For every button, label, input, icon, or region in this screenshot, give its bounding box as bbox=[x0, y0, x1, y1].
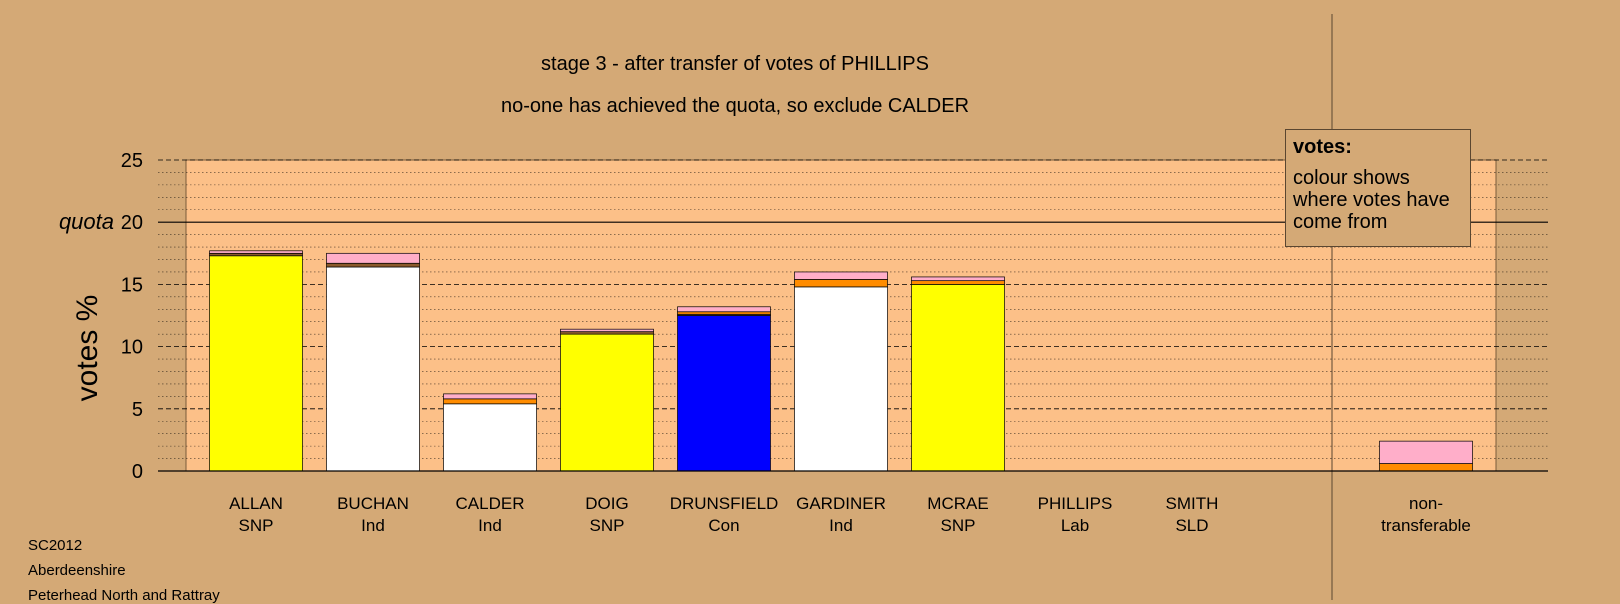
bar-segment bbox=[209, 255, 303, 472]
x-tick-label-party: Ind bbox=[361, 516, 385, 535]
bar-segment bbox=[794, 271, 888, 280]
x-tick-label-party: SNP bbox=[239, 516, 274, 535]
x-tick-label-name: PHILLIPS bbox=[1038, 494, 1113, 513]
footer-council: Aberdeenshire bbox=[28, 562, 126, 579]
x-tick-label-party: Ind bbox=[478, 516, 502, 535]
bar-segment bbox=[443, 393, 537, 400]
bar-segment bbox=[677, 315, 771, 472]
footer-ward: Peterhead North and Rattray bbox=[28, 587, 220, 604]
x-tick-label-name: ALLAN bbox=[229, 494, 283, 513]
x-tick-label-party: Lab bbox=[1061, 516, 1089, 535]
quota-label: quota bbox=[59, 209, 114, 234]
bar-segment bbox=[560, 331, 654, 335]
y-tick-label: 25 bbox=[121, 150, 143, 172]
y-tick-label: 5 bbox=[132, 399, 143, 421]
chart-subtitle: no-one has achieved the quota, so exclud… bbox=[500, 95, 970, 117]
x-tick-label-name: DRUNSFIELD bbox=[670, 494, 779, 513]
y-axis-label: votes % bbox=[71, 294, 104, 402]
bar-segment bbox=[677, 311, 771, 315]
x-tick-label-party: SNP bbox=[941, 516, 976, 535]
bar-segment bbox=[911, 276, 1005, 282]
x-tick-label-name: MCRAE bbox=[927, 494, 988, 513]
y-tick-label: 15 bbox=[121, 274, 143, 296]
chart-title: stage 3 - after transfer of votes of PHI… bbox=[541, 53, 929, 75]
x-tick-label-party: SLD bbox=[1175, 516, 1208, 535]
x-tick-label-name: BUCHAN bbox=[337, 494, 409, 513]
legend-text: colour shows where votes have come from bbox=[1293, 167, 1450, 233]
footer-election: SC2012 bbox=[28, 537, 83, 554]
legend: votes: colour shows where votes have com… bbox=[1285, 129, 1471, 247]
bar-segment bbox=[1379, 440, 1473, 464]
x-tick-label-name: GARDINER bbox=[796, 494, 886, 513]
bar-segment bbox=[326, 266, 420, 472]
bar-segment bbox=[443, 403, 537, 472]
bar-segment bbox=[560, 328, 654, 333]
x-tick-label-party: SNP bbox=[590, 516, 625, 535]
x-tick-label-name: CALDER bbox=[456, 494, 525, 513]
bar-segment bbox=[794, 279, 888, 288]
x-tick-label-party: Ind bbox=[829, 516, 853, 535]
x-tick-label-name: DOIG bbox=[585, 494, 628, 513]
bar-segment bbox=[794, 286, 888, 472]
legend-title: votes: bbox=[1293, 136, 1352, 158]
x-tick-label-name: SMITH bbox=[1166, 494, 1219, 513]
bar-segment bbox=[560, 333, 654, 472]
bar-segment bbox=[209, 252, 303, 257]
x-tick-label-party: transferable bbox=[1381, 516, 1471, 535]
y-tick-label: 10 bbox=[121, 337, 143, 359]
bar-segment bbox=[443, 398, 537, 405]
bar-segment bbox=[326, 252, 420, 264]
x-tick-label-name: non- bbox=[1409, 494, 1443, 513]
bar-segment bbox=[911, 284, 1005, 472]
bar-segment bbox=[1379, 463, 1473, 472]
bar-segment bbox=[326, 262, 420, 268]
bar-segment bbox=[209, 250, 303, 254]
y-tick-label: 0 bbox=[132, 461, 143, 483]
bar-segment bbox=[677, 306, 771, 313]
y-tick-label: 20 bbox=[121, 212, 143, 234]
x-tick-label-party: Con bbox=[708, 516, 739, 535]
bar-segment bbox=[911, 280, 1005, 285]
